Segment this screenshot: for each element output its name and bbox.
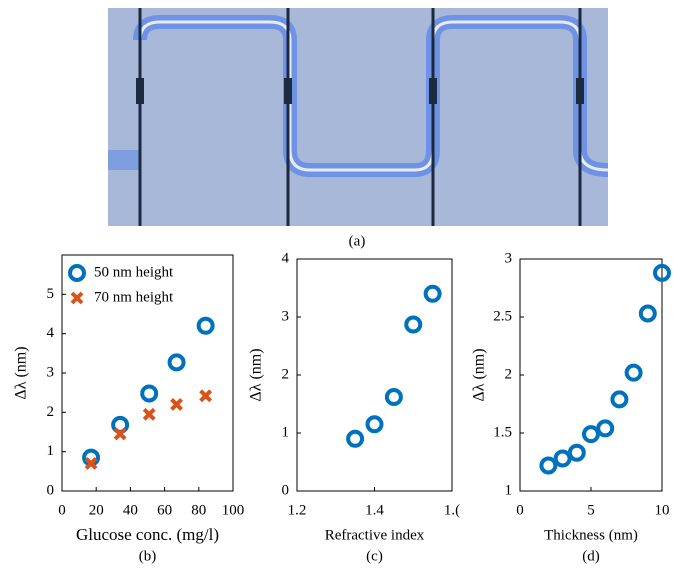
y-tick-label: 2 [47, 404, 55, 420]
legend-marker [72, 293, 82, 303]
data-point [584, 427, 598, 441]
data-point [142, 386, 156, 400]
render-background [108, 8, 608, 226]
data-point [570, 446, 584, 460]
figure: (a) 020406080100012345Glucose conc. (mg/… [0, 0, 673, 568]
x-tick-label: 1.2 [288, 502, 307, 518]
x-tick-label: 40 [123, 502, 138, 518]
x-tick-label: 1.4 [365, 502, 384, 518]
x-tick-label: 10 [655, 502, 670, 518]
plot-frame [297, 259, 452, 491]
data-point [170, 355, 184, 369]
y-tick-label: 2.5 [493, 308, 512, 324]
data-point [627, 366, 641, 380]
y-tick-label: 3 [505, 250, 513, 266]
data-point [612, 392, 626, 406]
x-tick-label: 0 [516, 502, 524, 518]
y-tick-label: 2 [505, 366, 513, 382]
y-axis-label: Δλ (nm) [248, 348, 265, 401]
band [108, 150, 140, 170]
caption: (d) [582, 548, 600, 564]
x-axis-label: Thickness (nm) [544, 527, 638, 543]
y-tick-label: 4 [282, 250, 290, 266]
data-point [641, 307, 655, 321]
data-point [387, 390, 401, 404]
caption: (b) [139, 548, 157, 564]
data-point [368, 417, 382, 431]
data-point [406, 318, 420, 332]
y-tick-label: 5 [47, 286, 55, 302]
data-point [172, 399, 182, 409]
x-tick-label: 60 [157, 502, 172, 518]
y-tick-label: 0 [47, 482, 55, 498]
data-point [199, 319, 213, 333]
data-point [556, 452, 570, 466]
data-point [348, 432, 362, 446]
y-tick-label: 1 [282, 424, 290, 440]
x-tick-label: 1.( [444, 502, 460, 518]
y-axis-label: Δλ (nm) [13, 346, 30, 399]
y-tick-label: 2 [282, 366, 290, 382]
caption: (c) [366, 548, 383, 564]
data-point [598, 421, 612, 435]
x-tick-label: 80 [191, 502, 206, 518]
x-axis-label: Glucose conc. (mg/l) [76, 525, 219, 544]
data-point [144, 409, 154, 419]
x-tick-label: 20 [89, 502, 104, 518]
x-tick-label: 5 [587, 502, 595, 518]
y-tick-label: 0 [282, 482, 290, 498]
render-image [108, 8, 608, 226]
data-point [426, 287, 440, 301]
y-tick-label: 3 [282, 308, 290, 324]
legend-label: 50 nm height [94, 264, 174, 280]
y-tick-label: 3 [47, 364, 55, 380]
x-tick-label: 100 [222, 502, 245, 518]
y-tick-label: 4 [47, 325, 55, 341]
legend-marker [70, 266, 84, 280]
legend-label: 70 nm height [94, 289, 174, 305]
y-tick-label: 1 [505, 482, 513, 498]
x-tick-label: 0 [58, 502, 66, 518]
data-point [541, 458, 555, 472]
data-point [201, 391, 211, 401]
y-tick-label: 1.5 [493, 424, 512, 440]
x-axis-label: Refractive index [325, 527, 425, 543]
y-tick-label: 1 [47, 443, 55, 459]
y-axis-label: Δλ (nm) [471, 348, 488, 401]
caption: (a) [349, 233, 366, 249]
